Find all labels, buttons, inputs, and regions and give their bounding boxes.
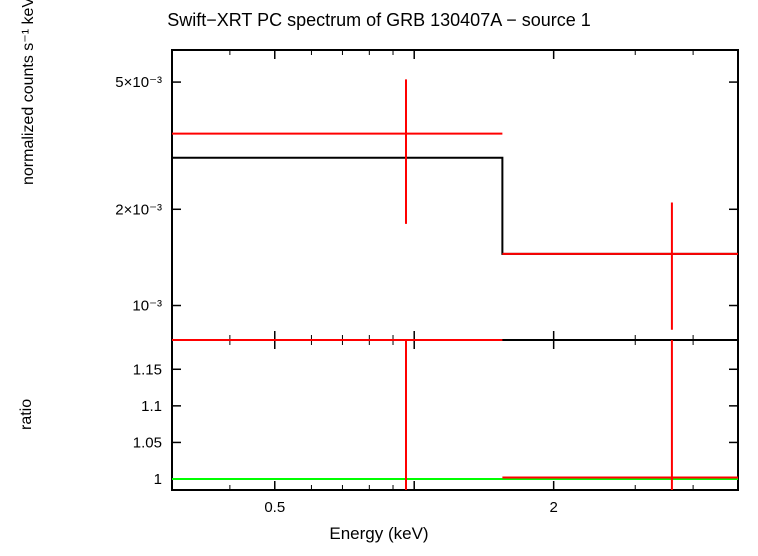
bottom-plot-frame (172, 340, 738, 490)
y-tick-label-bot: 1.15 (133, 361, 162, 378)
chart-container: Swift−XRT PC spectrum of GRB 130407A − s… (0, 0, 758, 556)
chart-svg: 2 0.5 10⁻³ 2×10⁻³ 5×10⁻³ 1 1.05 1.1 1.15 (0, 0, 758, 556)
y-tick-label-bot: 1.1 (141, 398, 162, 415)
y-tick-label-top: 10⁻³ (132, 298, 162, 315)
x-tick-label: 0.5 (264, 499, 285, 516)
x-tick-label: 2 (549, 499, 557, 516)
y-tick-label-top: 2×10⁻³ (115, 201, 162, 218)
top-plot-frame (172, 50, 738, 340)
y-tick-label-bot: 1 (154, 471, 162, 488)
y-tick-label-bot: 1.05 (133, 434, 162, 451)
model-step (172, 158, 738, 254)
y-tick-label-top: 5×10⁻³ (115, 74, 162, 91)
